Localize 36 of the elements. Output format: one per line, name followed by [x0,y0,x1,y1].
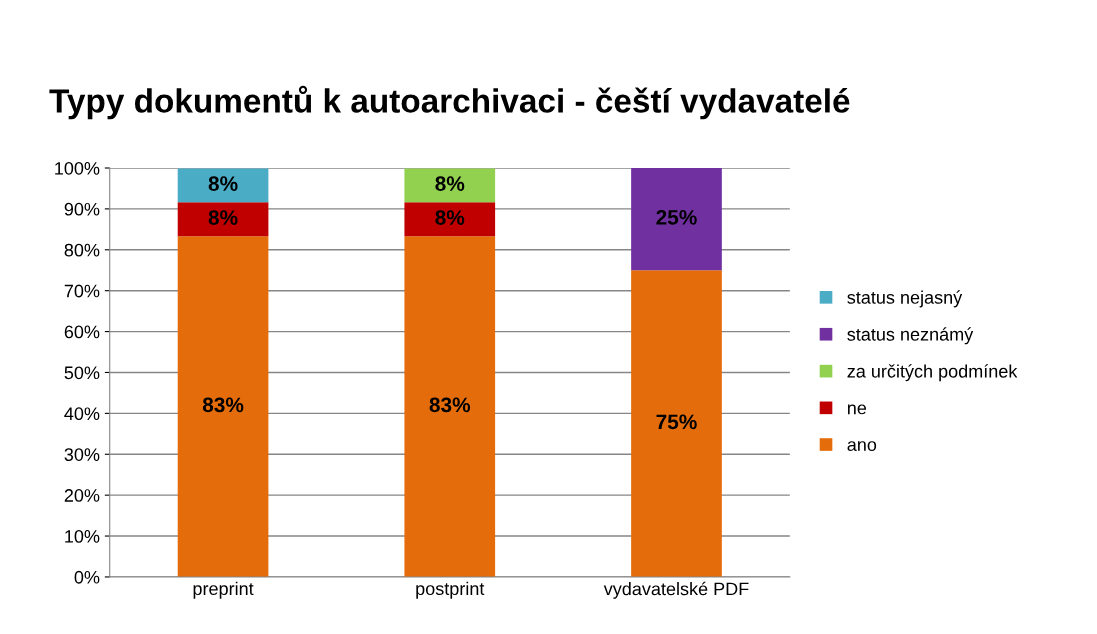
legend-label: ano [847,441,877,452]
data-label: 8% [208,210,238,225]
y-tick-label: 40% [64,407,100,421]
bar [404,202,496,237]
x-tick-label: postprint [416,581,485,599]
y-tick-label: 70% [64,284,100,298]
y-tick-label: 50% [64,366,100,380]
data-label: 83% [202,397,244,413]
y-tick-label: 80% [64,243,100,257]
bar [404,236,496,577]
y-tick-label: 60% [64,325,100,339]
data-label: 8% [435,210,465,225]
bar [177,168,269,203]
y-tick-label: 10% [65,529,100,543]
data-label: 25% [656,209,697,225]
legend-label: status neznámý [847,327,974,345]
bar [177,236,269,577]
y-tick-label: 0% [74,570,100,584]
x-tick-label: vydavatelské PDF [603,581,749,599]
y-tick-label: 100% [55,161,100,175]
y-tick-label: 20% [64,489,100,502]
y-tick-label: 90% [64,202,100,216]
chart-title: Typy dokumentů k autoarchivaci - čeští vydavatelé [49,85,850,120]
data-label: 83% [429,397,471,413]
data-label: 8% [208,176,238,191]
legend-label: status nejasný [847,290,963,308]
bar [631,168,722,271]
y-tick-label: 30% [64,448,100,461]
bar [404,168,496,203]
legend-label: ne [847,404,867,415]
data-label: 8% [435,176,465,191]
legend-label: za určitých podmínek [847,364,1018,382]
bar [177,202,269,237]
data-label: 75% [656,414,697,430]
x-tick-label: preprint [193,581,254,599]
bar [631,270,722,577]
